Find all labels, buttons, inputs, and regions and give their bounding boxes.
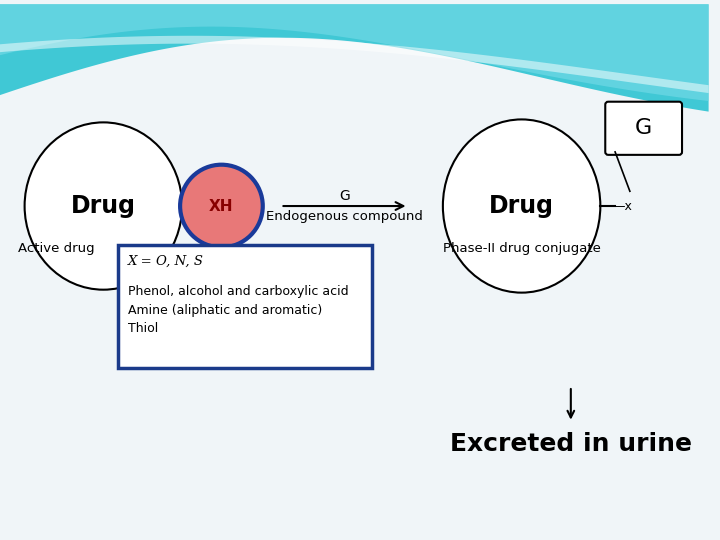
Text: X = O, N, S: X = O, N, S: [128, 255, 204, 268]
Text: Drug: Drug: [489, 194, 554, 218]
Polygon shape: [0, 4, 708, 112]
Text: XH: XH: [210, 199, 234, 213]
Circle shape: [180, 165, 263, 247]
Text: Phase-II drug conjugate: Phase-II drug conjugate: [443, 242, 600, 255]
Text: Excreted in urine: Excreted in urine: [450, 433, 692, 456]
Text: Thiol: Thiol: [128, 322, 158, 335]
Polygon shape: [0, 36, 708, 93]
Ellipse shape: [443, 119, 600, 293]
Text: —x: —x: [612, 199, 632, 213]
Text: Drug: Drug: [71, 194, 136, 218]
Text: Active drug: Active drug: [18, 242, 94, 255]
Text: Amine (aliphatic and aromatic): Amine (aliphatic and aromatic): [128, 305, 322, 318]
FancyBboxPatch shape: [606, 102, 682, 155]
Text: Phenol, alcohol and carboxylic acid: Phenol, alcohol and carboxylic acid: [128, 285, 348, 298]
Polygon shape: [0, 4, 708, 101]
Ellipse shape: [24, 123, 182, 289]
Text: G: G: [635, 118, 652, 138]
Bar: [118, 245, 372, 368]
Text: Endogenous compound: Endogenous compound: [266, 210, 423, 223]
Text: G: G: [339, 190, 350, 203]
